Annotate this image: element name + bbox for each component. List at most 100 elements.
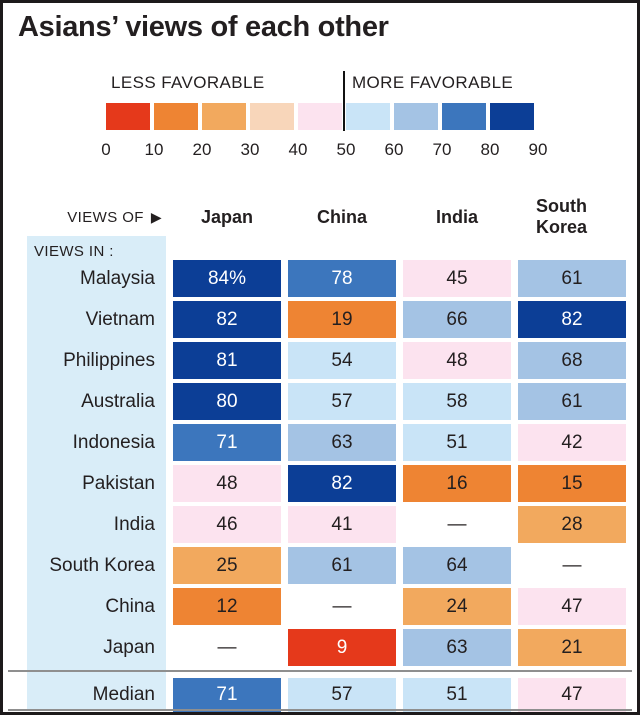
heatmap-cell: 12 [173, 588, 281, 625]
heatmap-cell: 61 [518, 260, 626, 297]
heatmap-cell: 63 [288, 424, 396, 461]
row-label: China [105, 595, 155, 617]
table-row: Vietnam 82 19 66 82 [27, 301, 629, 338]
row-label: Indonesia [72, 431, 155, 453]
heatmap-cell: 48 [403, 342, 511, 379]
legend-tick-label: 30 [240, 140, 260, 159]
legend-tick-label: 10 [144, 140, 164, 159]
column-header-japan: Japan [200, 206, 254, 227]
table-row: Median 71 57 51 47 [27, 678, 629, 712]
row-label: Median [92, 684, 155, 705]
heatmap-cell: 66 [403, 301, 511, 338]
heatmap-cell: 80 [173, 383, 281, 420]
row-label: South Korea [49, 554, 155, 576]
heatmap-cell: 9 [288, 629, 396, 666]
heatmap-cell: 61 [288, 547, 396, 584]
table-row: Pakistan 48 82 16 15 [27, 465, 629, 502]
heatmap-cell: 58 [403, 383, 511, 420]
row-label: Malaysia [80, 267, 155, 289]
views-in-label: VIEWS IN : [34, 243, 114, 260]
legend-more-favorable-label: MORE FAVORABLE [352, 73, 514, 92]
legend-tick-label: 20 [192, 140, 212, 159]
heatmap-cell: 15 [518, 465, 626, 502]
row-label: Japan [103, 636, 155, 658]
heatmap-cell: 82 [518, 301, 626, 338]
heatmap-cell: 64 [403, 547, 511, 584]
table-row: Philippines 81 54 48 68 [27, 342, 629, 379]
median-divider-bottom [8, 709, 632, 711]
legend-swatch [154, 103, 198, 130]
legend-tick-label: 70 [432, 140, 452, 159]
chart-title: Asians’ views of each other [18, 11, 389, 43]
column-header-india: India [435, 206, 478, 227]
row-label: Philippines [63, 349, 155, 371]
legend-swatch [394, 103, 438, 130]
legend-tick-label: 60 [384, 140, 404, 159]
heatmap-cell: 81 [173, 342, 281, 379]
heatmap-cell: 21 [518, 629, 626, 666]
heatmap-cell: 61 [518, 383, 626, 420]
heatmap-cell: 57 [288, 383, 396, 420]
heatmap-cell: 24 [403, 588, 511, 625]
table-row: India 46 41—28 [27, 506, 629, 543]
table-row: China 12—24 47 [27, 588, 629, 625]
table-row: Indonesia 71 63 51 42 [27, 424, 629, 461]
heatmap-cell: 82 [288, 465, 396, 502]
heatmap-cell: 71 [173, 678, 281, 712]
legend-swatch [490, 103, 534, 130]
legend-tick-label: 50 [336, 140, 356, 159]
legend-swatch [442, 103, 486, 130]
legend-less-favorable-label: LESS FAVORABLE [111, 73, 265, 92]
legend-tick-label: 80 [480, 140, 500, 159]
legend-swatch [298, 103, 342, 130]
heatmap-cell: — [403, 506, 511, 543]
row-label: Australia [81, 390, 155, 412]
heatmap-cell: — [173, 629, 281, 666]
heatmap-cell: 51 [403, 678, 511, 712]
row-label: Vietnam [85, 308, 155, 330]
legend-midpoint-divider [343, 71, 345, 131]
heatmap-cell: 57 [288, 678, 396, 712]
legend-tick-label: 90 [528, 140, 548, 159]
column-header-south-korea: South Korea [536, 196, 588, 237]
heatmap-cell: 82 [173, 301, 281, 338]
heatmap-cell: 28 [518, 506, 626, 543]
table-row: Australia 80 57 58 61 [27, 383, 629, 420]
heatmap-cell: 78 [288, 260, 396, 297]
views-of-label: VIEWS OF ▶ [67, 208, 162, 226]
heatmap-cell: 47 [518, 678, 626, 712]
heatmap-cell: 16 [403, 465, 511, 502]
legend-tick-labels: 0 10 20 30 40 50 60 70 80 90 [101, 140, 548, 160]
table-header-row: VIEWS OF ▶ Japan China India South Korea [27, 193, 626, 241]
legend-swatch [346, 103, 390, 130]
median-divider-top [8, 670, 632, 672]
legend-tick-label: 40 [288, 140, 308, 159]
row-labels-panel [27, 236, 166, 709]
heatmap-cell: 54 [288, 342, 396, 379]
legend-color-scale [106, 103, 534, 130]
heatmap-cell: 68 [518, 342, 626, 379]
legend-swatch [250, 103, 294, 130]
heatmap-cell: 71 [173, 424, 281, 461]
heatmap-cell: 42 [518, 424, 626, 461]
legend-swatch [106, 103, 150, 130]
row-label: India [113, 513, 155, 535]
arrow-right-icon: ▶ [150, 209, 162, 225]
heatmap-cell: 51 [403, 424, 511, 461]
legend-tick-label: 0 [101, 140, 111, 159]
heatmap-cell: 19 [288, 301, 396, 338]
table-row: Japan —9 63 21 [27, 629, 629, 666]
row-label: Pakistan [82, 472, 155, 494]
heatmap-cell: 41 [288, 506, 396, 543]
heatmap-cell: — [288, 588, 396, 625]
heatmap-cell: 45 [403, 260, 511, 297]
heatmap-cell: 47 [518, 588, 626, 625]
heatmap-cell: 63 [403, 629, 511, 666]
table-row: Malaysia 84% 78 45 61 [27, 260, 629, 297]
heatmap-cell: — [518, 547, 626, 584]
heatmap-body: Malaysia 84% 78 45 61 Vietnam 82 19 66 82 Philippi… [27, 260, 629, 712]
table-row: South Korea 25 61 64— [27, 547, 629, 584]
heatmap-cell: 48 [173, 465, 281, 502]
heatmap-cell: 46 [173, 506, 281, 543]
